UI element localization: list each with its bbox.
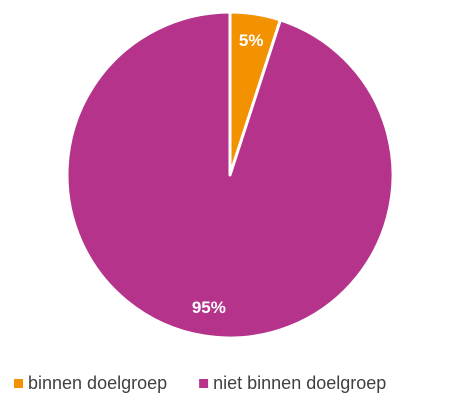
legend-label: binnen doelgroep (28, 373, 167, 393)
pie-slice (65, 10, 395, 340)
data-label: 95% (192, 298, 226, 317)
legend-swatch (14, 379, 23, 388)
legend-swatch (199, 379, 209, 388)
data-label: 5% (239, 31, 264, 50)
legend-label: niet binnen doelgroep (213, 373, 386, 393)
